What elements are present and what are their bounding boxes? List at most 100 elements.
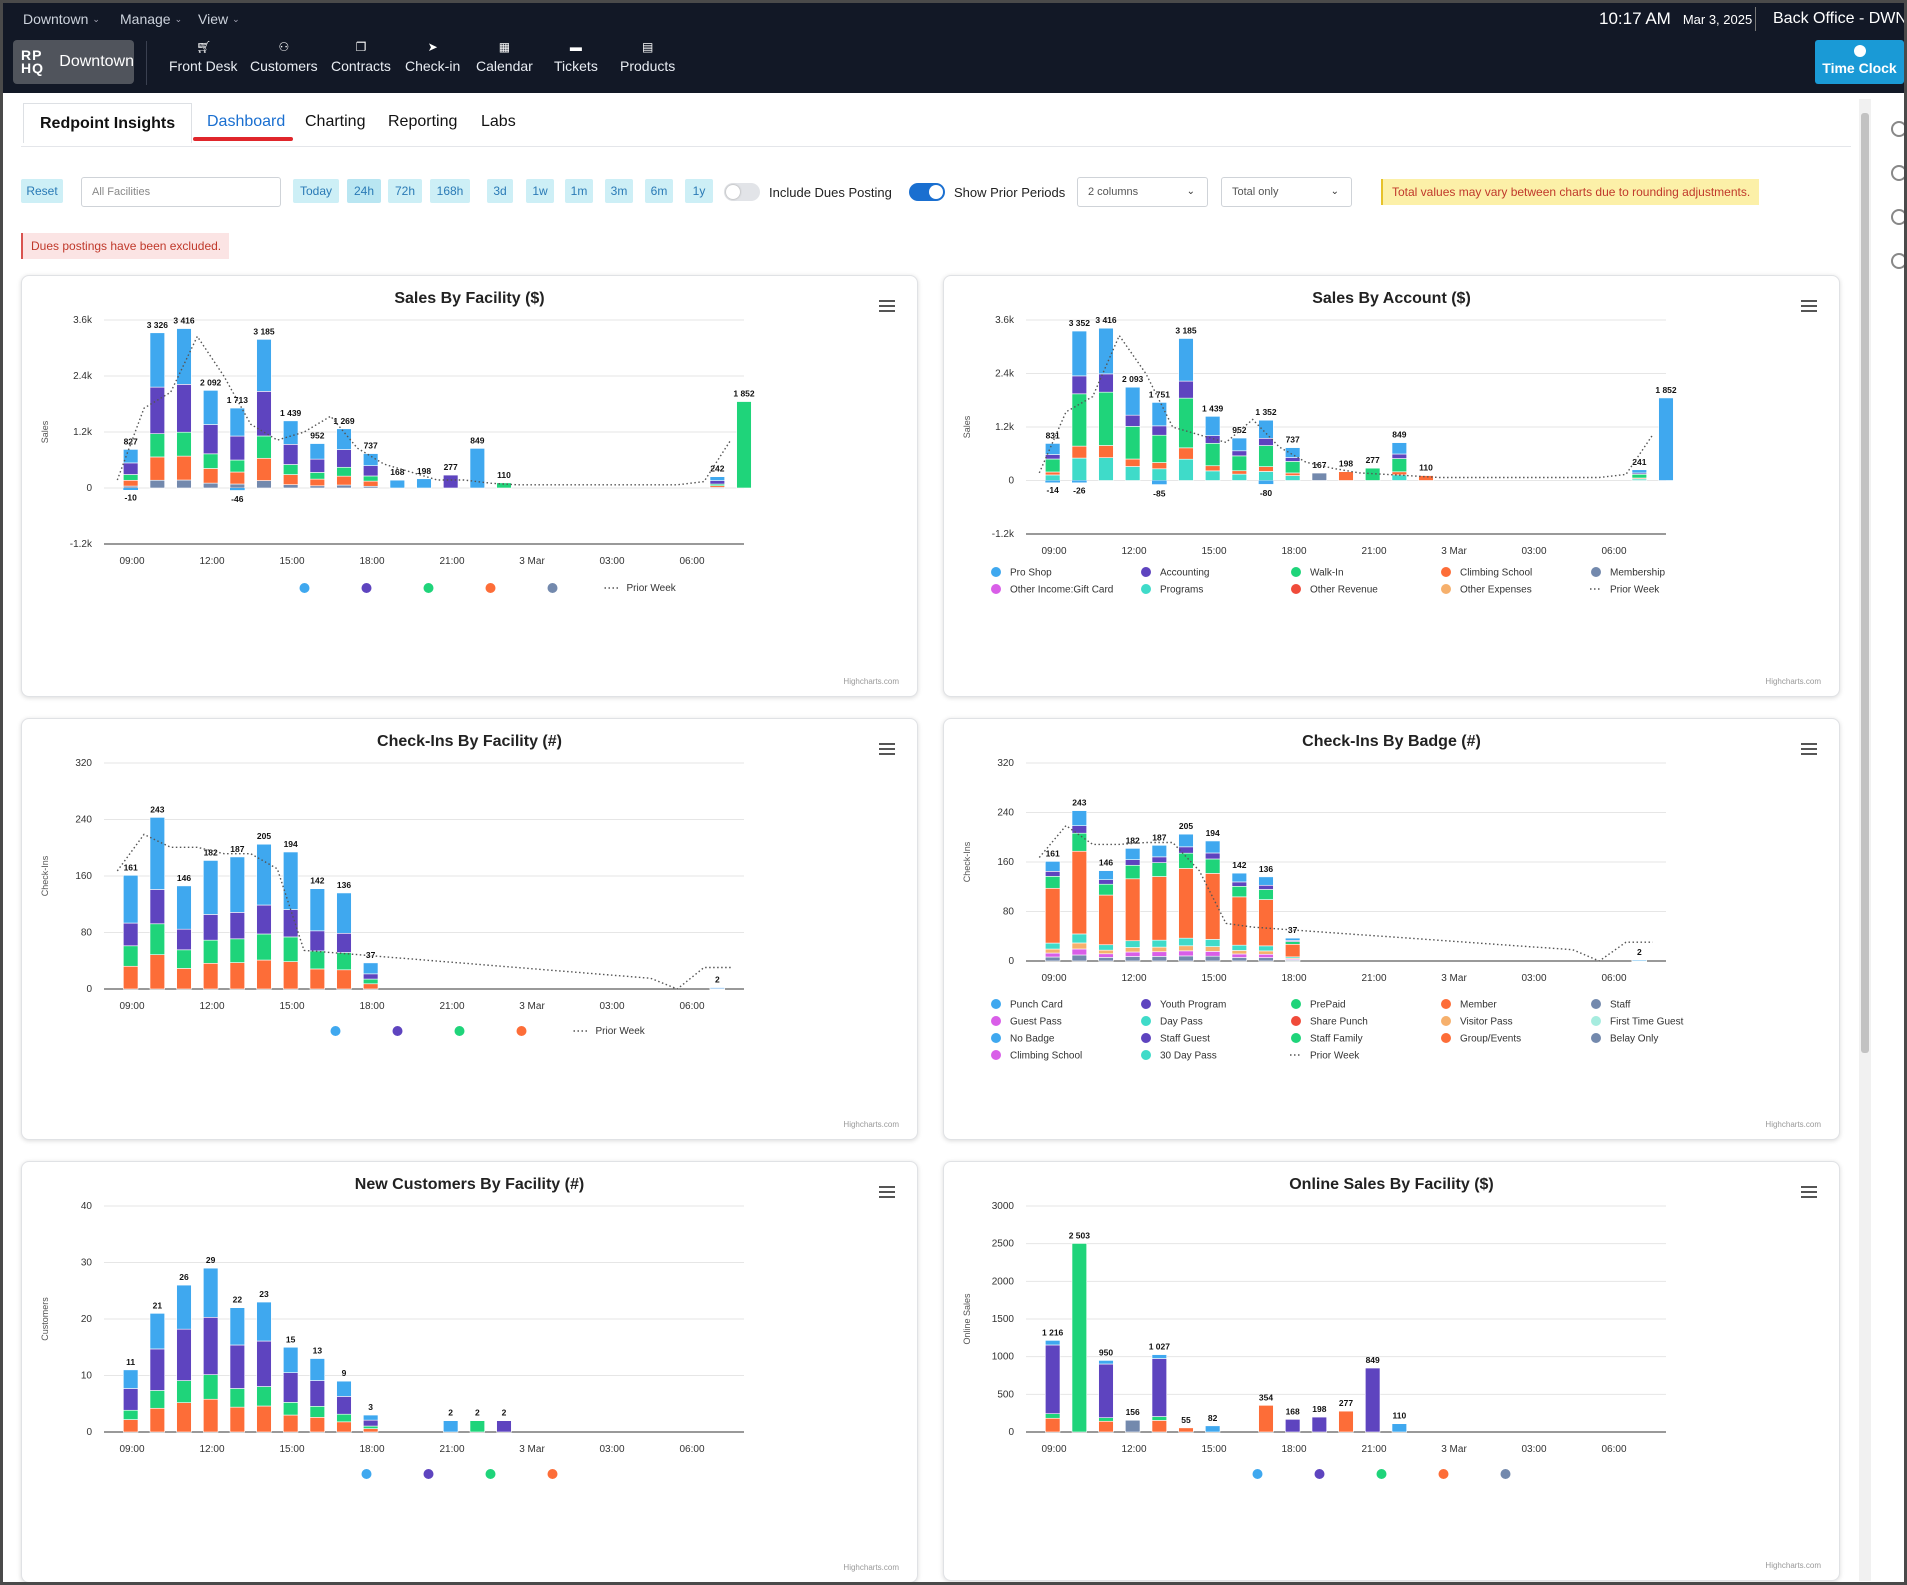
legend-label: Punch Card [1010,1000,1063,1011]
legend-dot [547,583,558,593]
show-prior-toggle[interactable] [909,183,945,201]
bar-segment [1205,416,1221,436]
hamburger-menu-icon[interactable] [1801,743,1817,755]
nav-calendar[interactable]: ▦ Calendar [476,41,533,74]
data-label: 110 [1392,1411,1406,1421]
totals-select[interactable]: Total only ⌄ [1221,177,1352,207]
bar-segment [1178,846,1194,854]
chart-credit[interactable]: Highcharts.com [843,1563,899,1572]
bar-segment [1205,465,1221,472]
chart-credit[interactable]: Highcharts.com [1765,1561,1821,1570]
reset-button[interactable]: Reset [21,179,63,203]
menu-manage[interactable]: Manage ⌄ [120,11,182,27]
chart-title: Sales By Facility ($) [394,290,545,307]
legend-dot [1314,1469,1325,1479]
bar-segment [256,339,272,392]
hamburger-menu-icon[interactable] [1801,1186,1817,1198]
range-168h-button[interactable]: 168h [430,179,470,203]
nav-front-desk[interactable]: 🛒︎ Front Desk [169,41,237,74]
data-label: 22 [233,1295,243,1305]
tab-reporting[interactable]: Reporting [388,113,458,130]
bar-segment [149,889,165,925]
range-72h-button[interactable]: 72h [388,179,422,203]
dollar-icon[interactable] [1891,165,1904,181]
chart-credit[interactable]: Highcharts.com [1765,677,1821,686]
bar-segment [1071,942,1087,950]
search-icon[interactable] [1891,121,1904,137]
nav-contracts[interactable]: ❐ Contracts [331,41,391,74]
bar-segment [203,1317,219,1375]
chart-credit[interactable]: Highcharts.com [843,677,899,686]
bar-segment [229,962,245,990]
bar-segment [1285,940,1301,942]
range-6m-button[interactable]: 6m [645,179,673,203]
range-1y-button[interactable]: 1y [685,179,713,203]
scrollbar-thumb[interactable] [1861,113,1869,1053]
chart-credit[interactable]: Highcharts.com [843,1120,899,1129]
bar-segment [363,453,379,466]
hamburger-menu-icon[interactable] [1801,300,1817,312]
range-3d-button[interactable]: 3d [487,179,513,203]
facilities-input[interactable]: All Facilities [81,177,281,207]
menu-downtown[interactable]: Downtown ⌄ [23,11,100,27]
data-label: 277 [1339,1398,1353,1408]
y-tick-label: 0 [1008,476,1014,487]
bar-segment [203,860,219,915]
x-tick-label: 15:00 [1201,1444,1226,1455]
legend-dot [991,999,1001,1009]
legend-dot [1291,1016,1301,1026]
bar-segment [709,987,725,990]
tab-charting[interactable]: Charting [305,113,366,130]
legend-label: Staff Guest [1160,1034,1210,1045]
user-icon[interactable] [1891,209,1904,225]
time-clock-button[interactable]: Time Clock [1815,40,1904,84]
x-tick-label: 21:00 [1361,1444,1386,1455]
scrollbar[interactable] [1859,99,1871,1581]
bar-segment [1125,956,1141,962]
y-tick-label: 0 [86,1427,92,1438]
range-today-button[interactable]: Today [293,179,339,203]
hamburger-menu-icon[interactable] [879,300,895,312]
nav-products[interactable]: ▤ Products [620,41,675,74]
bar-segment [336,969,352,990]
data-label: 3 326 [147,320,169,330]
menu-view[interactable]: View ⌄ [198,11,240,27]
hamburger-menu-icon[interactable] [879,1186,895,1198]
bar-segment [123,965,139,990]
bar-segment [1311,472,1327,481]
y-axis-title: Sales [40,420,50,443]
office-name[interactable]: Back Office - DWN [1773,10,1907,27]
range-1w-button[interactable]: 1w [526,179,554,203]
bar-segment [176,1402,192,1433]
chart-credit[interactable]: Highcharts.com [1765,1120,1821,1129]
bar-segment [336,449,352,468]
bar-segment [1098,373,1114,393]
bar-segment [1231,953,1247,958]
nav-customers[interactable]: ⚇ Customers [250,41,318,74]
range-24h-button[interactable]: 24h [347,179,381,203]
brand-button[interactable]: RP HQ Downtown [13,40,134,84]
bar-segment [1365,467,1381,481]
include-dues-toggle[interactable] [724,183,760,201]
bar-segment [389,479,405,489]
bar-segment [149,1390,165,1409]
columns-select[interactable]: 2 columns ⌄ [1077,177,1208,207]
tab-labs[interactable]: Labs [481,113,516,130]
legend-dot [1291,567,1301,577]
tab-dashboard[interactable]: Dashboard [207,113,286,130]
bar-segment [1631,472,1647,475]
bar-segment [1285,957,1301,960]
bell-icon[interactable] [1891,253,1904,269]
data-label: 3 416 [1095,315,1117,325]
legend-label: Walk-In [1310,568,1344,579]
nav-tickets[interactable]: ▬ Tickets [554,41,598,74]
bar-segment [149,923,165,955]
data-label: 110 [497,470,511,480]
bar-segment [123,449,139,464]
hamburger-menu-icon[interactable] [879,743,895,755]
range-1m-button[interactable]: 1m [565,179,593,203]
range-3m-button[interactable]: 3m [605,179,633,203]
nav-check-in[interactable]: ➤ Check-in [405,41,460,74]
bar-segment [1098,944,1114,951]
bar-segment [363,962,379,975]
